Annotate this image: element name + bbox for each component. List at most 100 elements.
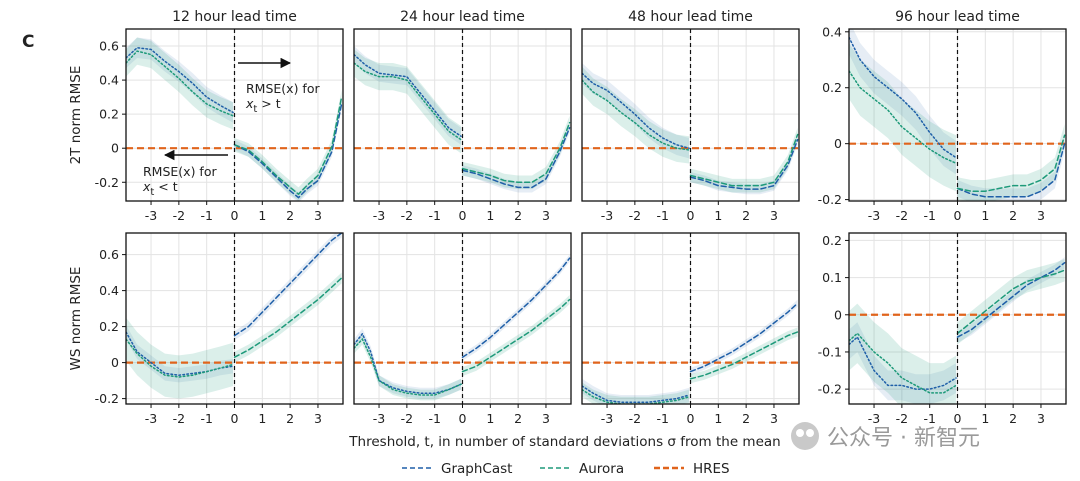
series-aurora-dashed [233, 277, 343, 358]
band-aurora [234, 90, 342, 201]
plot-area [126, 37, 343, 201]
legend-label-graphcast: GraphCast [441, 461, 512, 477]
series-graphcast-dotted [849, 335, 957, 390]
x-tick-label: 3 [542, 411, 550, 426]
chart-panels: -3 -2 -1 0 1 2 3 -0.2 0 0.2 0.4 0.6 12 hour lead tim… [68, 9, 1067, 426]
x-tick-label: 1 [981, 208, 989, 223]
series-graphcast-dotted [582, 72, 690, 149]
y-tick-label: 0 [834, 307, 842, 322]
chart-panel-3: -3 -2 -1 0 1 2 3 -0.2 0 0.2 0.4 96 hour lead time [818, 9, 1067, 223]
series-graphcast-dashed [233, 103, 343, 199]
band-graphcast [849, 29, 957, 175]
chart-panel-6: -3 -2 -1 0 1 2 3 [581, 232, 800, 426]
x-tick-label: -1 [656, 208, 668, 223]
series-aurora-dotted [354, 337, 462, 396]
x-tick-label: 3 [314, 411, 322, 426]
series-aurora-dotted [849, 332, 957, 394]
x-tick-label: 3 [1037, 411, 1045, 426]
x-tick-label: -1 [200, 208, 212, 223]
x-tick-label: 2 [742, 411, 750, 426]
x-tick-label: -2 [896, 208, 908, 223]
band-aurora [462, 115, 570, 190]
x-tick-label: -3 [868, 411, 880, 426]
legend: GraphCast Aurora HRES [402, 461, 730, 477]
x-tick-label: -2 [629, 208, 641, 223]
band-aurora [234, 272, 342, 363]
y-tick-label: 0.2 [99, 319, 119, 334]
panel-title: 24 hour lead time [400, 9, 525, 25]
x-tick-label: 2 [286, 208, 294, 223]
x-tick-label: 1 [258, 208, 266, 223]
y-tick-label: -0.2 [95, 391, 119, 406]
plot-area [354, 254, 571, 401]
x-tick-label: 0 [459, 411, 467, 426]
panel-letter: C [22, 32, 34, 52]
watermark-logo-eye-left [796, 429, 804, 437]
y-tick-label: 0.4 [822, 24, 842, 39]
y-tick-label: 0 [834, 136, 842, 151]
y-tick-label: 0.2 [822, 80, 842, 95]
y-tick-label: 0.4 [99, 283, 119, 298]
x-tick-label: -3 [145, 208, 157, 223]
watermark-logo-icon [791, 422, 819, 450]
annotation-left: RMSE(x) for xt < t [142, 149, 228, 198]
series-aurora-dotted [126, 50, 234, 117]
series-aurora-dashed [461, 121, 571, 184]
x-tick-label: -1 [923, 411, 935, 426]
x-tick-label: 1 [486, 411, 494, 426]
y-tick-label: 0.6 [99, 39, 119, 54]
band-graphcast [957, 135, 1065, 201]
annotation-right-line2: xt > t [245, 96, 281, 115]
y-axis-label: 2T norm RMSE [68, 66, 84, 165]
band-aurora [354, 333, 462, 401]
series-aurora-dotted [354, 62, 462, 141]
series-graphcast-dotted [354, 332, 462, 394]
x-tick-label: 2 [1009, 208, 1017, 223]
watermark: 公众号 · 新智元 [791, 422, 980, 451]
x-tick-label: 3 [314, 208, 322, 223]
band-graphcast [354, 46, 462, 145]
y-tick-label: 0.1 [822, 270, 842, 285]
chart-panel-4: -3 -2 -1 0 1 2 3 -0.2 0 0.2 0.4 0.6 WS norm RMSE [68, 232, 344, 426]
plot-area [126, 233, 343, 399]
band-aurora [849, 303, 957, 404]
band-graphcast [582, 378, 690, 404]
x-tick-label: 1 [714, 208, 722, 223]
y-tick-label: -0.1 [818, 344, 842, 359]
series-graphcast-dashed [689, 138, 799, 190]
x-tick-label: -2 [173, 411, 185, 426]
series-aurora-dotted [582, 388, 690, 404]
x-tick-label: 2 [286, 411, 294, 426]
x-tick-label: -3 [601, 411, 613, 426]
x-tick-label: 3 [770, 208, 778, 223]
x-tick-label: 0 [459, 208, 467, 223]
x-tick-label: 3 [770, 411, 778, 426]
band-aurora [126, 37, 234, 130]
x-tick-label: 3 [1037, 208, 1045, 223]
band-graphcast [690, 299, 798, 376]
series-graphcast-dotted [126, 46, 234, 114]
band-aurora [690, 327, 798, 384]
x-tick-label: 0 [231, 208, 239, 223]
annotation-left-line1: RMSE(x) for [143, 164, 217, 179]
x-tick-label: 1 [486, 208, 494, 223]
band-aurora [354, 49, 462, 154]
x-tick-label: -1 [428, 411, 440, 426]
x-tick-label: -2 [629, 411, 641, 426]
x-tick-label: -1 [656, 411, 668, 426]
y-tick-label: 0.2 [822, 233, 842, 248]
x-tick-label: 1 [258, 411, 266, 426]
band-aurora [849, 42, 957, 192]
chart-panel-2: -3 -2 -1 0 1 2 3 48 hour lead time [581, 9, 800, 223]
x-tick-label: -2 [173, 208, 185, 223]
x-tick-label: -3 [145, 411, 157, 426]
series-aurora-dashed [956, 134, 1066, 192]
plot-area [582, 299, 799, 404]
x-tick-label: 2 [514, 411, 522, 426]
x-tick-label: -3 [601, 208, 613, 223]
series-graphcast-dashed [689, 302, 799, 373]
series-aurora-dashed [233, 96, 343, 196]
chart-panel-5: -3 -2 -1 0 1 2 3 [353, 232, 572, 426]
x-tick-label: 2 [514, 208, 522, 223]
legend-label-hres: HRES [693, 461, 730, 477]
